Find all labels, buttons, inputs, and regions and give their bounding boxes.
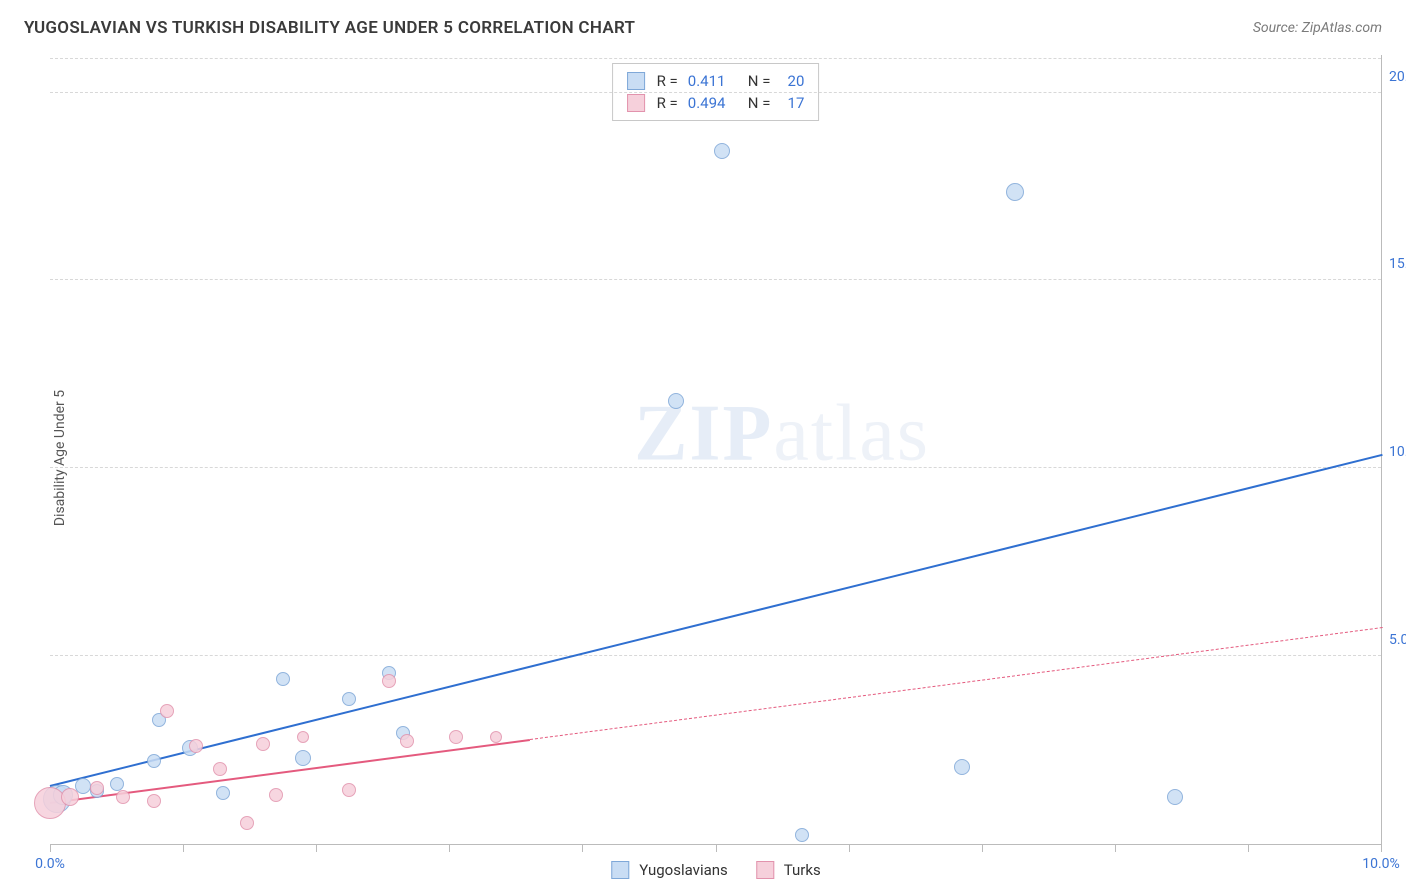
legend-swatch-turks [627,94,645,112]
x-tick [50,844,51,852]
scatter-point [110,777,124,791]
plot-area: ZIPatlas R = 0.411 N = 20 R = 0.494 N = … [50,55,1382,845]
x-tick [716,844,717,852]
scatter-point [147,754,161,768]
scatter-point [490,731,502,743]
scatter-point [1167,789,1183,805]
scatter-point [147,794,161,808]
x-tick [1381,844,1382,852]
x-tick [183,844,184,852]
scatter-point [276,672,290,686]
gridline [50,655,1381,656]
legend-label-turks: Turks [784,861,821,879]
scatter-point [1006,183,1024,201]
scatter-point [795,828,809,842]
scatter-point [34,787,66,819]
scatter-point [295,750,311,766]
scatter-point [954,759,970,775]
n-value-turks: 17 [780,94,804,112]
scatter-point [90,781,104,795]
x-tick [316,844,317,852]
scatter-point [189,739,203,753]
x-tick [582,844,583,852]
gridline [50,467,1381,468]
scatter-point [714,143,730,159]
legend-item-turks: Turks [756,861,821,879]
chart-header: YUGOSLAVIAN VS TURKISH DISABILITY AGE UN… [0,0,1406,50]
scatter-point [61,788,79,806]
x-tick [1115,844,1116,852]
scatter-point [256,737,270,751]
x-tick [449,844,450,852]
n-label: N = [748,94,771,112]
legend-swatch-yugoslavians [627,72,645,90]
scatter-point [240,816,254,830]
scatter-point [668,393,684,409]
y-tick-label: 20.0% [1389,69,1406,85]
y-tick-label: 10.0% [1389,444,1406,460]
source-attribution: Source: ZipAtlas.com [1253,20,1382,36]
r-value-yugoslavians: 0.411 [688,72,732,90]
bottom-legend: Yugoslavians Turks [611,861,820,879]
r-label: R = [657,72,678,90]
scatter-point [342,783,356,797]
y-tick-label: 5.0% [1389,632,1406,648]
source-name: ZipAtlas.com [1302,20,1382,36]
n-value-yugoslavians: 20 [780,72,804,90]
scatter-point [382,674,396,688]
y-tick-label: 15.0% [1389,256,1406,272]
watermark-bold: ZIP [634,389,773,477]
gridline [50,58,1381,59]
source-prefix: Source: [1253,20,1302,36]
n-label: N = [748,72,771,90]
legend-label-yugoslavians: Yugoslavians [639,861,728,879]
watermark-rest: atlas [773,389,930,477]
stat-row-yugoslavians: R = 0.411 N = 20 [627,70,805,92]
x-tick [982,844,983,852]
gridline [50,279,1381,280]
stat-row-turks: R = 0.494 N = 17 [627,92,805,114]
x-tick [1248,844,1249,852]
scatter-point [342,692,356,706]
legend-item-yugoslavians: Yugoslavians [611,861,728,879]
scatter-point [400,734,414,748]
scatter-point [449,730,463,744]
chart-title: YUGOSLAVIAN VS TURKISH DISABILITY AGE UN… [24,18,635,38]
scatter-point [297,731,309,743]
trend-line [50,454,1383,787]
x-tick-label: 0.0% [35,856,65,872]
x-tick [849,844,850,852]
legend-swatch-turks [756,861,774,879]
scatter-point [116,790,130,804]
scatter-point [160,704,174,718]
legend-swatch-yugoslavians [611,861,629,879]
gridline [50,92,1381,93]
x-tick-label: 10.0% [1362,856,1400,872]
scatter-point [216,786,230,800]
scatter-point [269,788,283,802]
trend-line [529,627,1382,740]
plot-container: Disability Age Under 5 ZIPatlas R = 0.41… [50,55,1382,845]
scatter-point [213,762,227,776]
r-value-turks: 0.494 [688,94,732,112]
r-label: R = [657,94,678,112]
